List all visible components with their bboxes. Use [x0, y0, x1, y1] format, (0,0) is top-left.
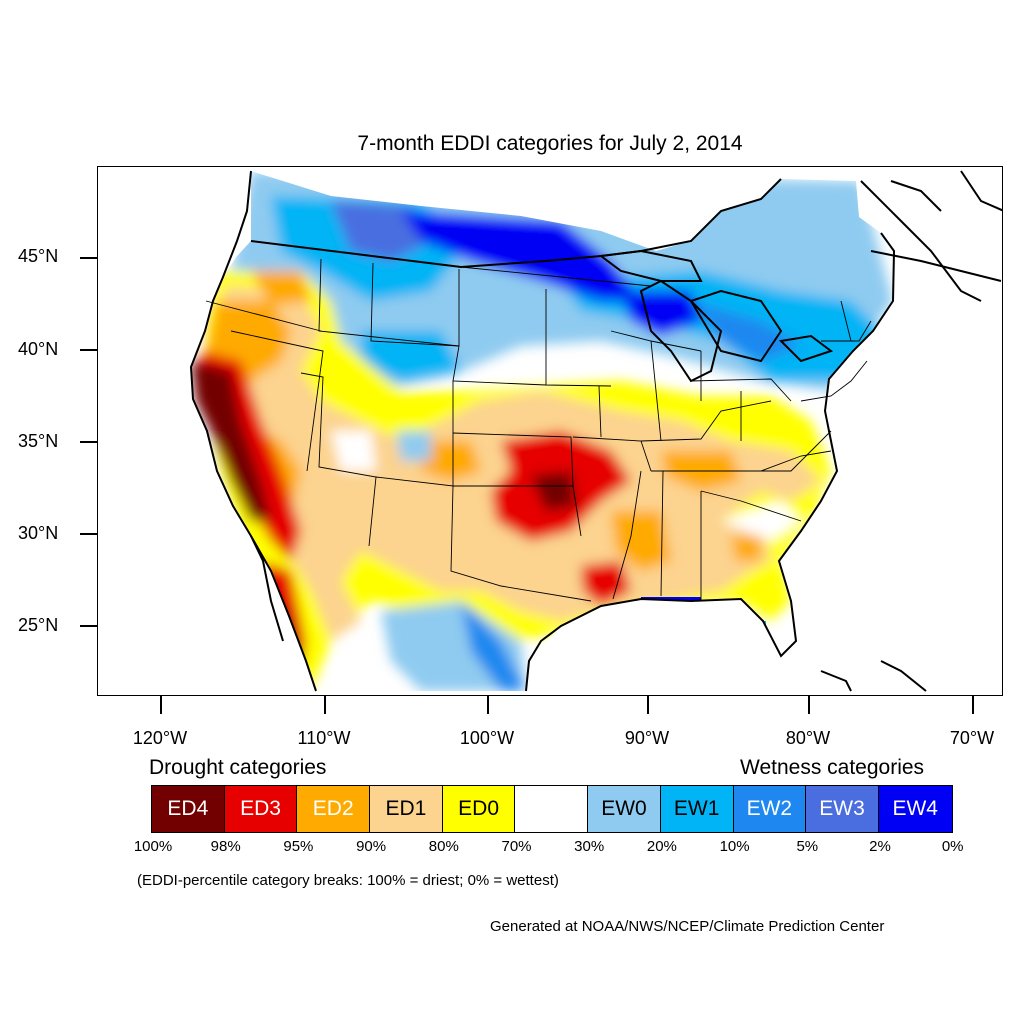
percent-break-label: 5%: [796, 838, 819, 855]
eddi-category-field: [191, 171, 893, 691]
lon-tick: [324, 696, 326, 714]
percent-break-label: 95%: [283, 838, 314, 855]
legend-swatch-ed2: ED2: [297, 786, 371, 832]
map-title: 7-month EDDI categories for July 2, 2014: [357, 132, 743, 155]
legend-swatch-ew2: EW2: [733, 786, 807, 832]
percent-break-label: 90%: [356, 838, 387, 855]
legend-swatch-ew4: EW4: [878, 786, 952, 832]
percent-break-label: 20%: [646, 838, 677, 855]
lat-label-25: 25°N: [18, 615, 59, 635]
legend-swatch-ed0: ED0: [442, 786, 516, 832]
category-breaks-note: (EDDI-percentile category breaks: 100% =…: [137, 872, 559, 889]
lon-label-90w: 90°W: [624, 728, 670, 748]
credit-line: Generated at NOAA/NWS/NCEP/Climate Predi…: [490, 918, 885, 935]
lon-tick: [160, 696, 162, 714]
category-legend: ED4 ED3 ED2 ED1 ED0 EW0 EW1 EW2 EW3 EW4: [151, 785, 953, 833]
drought-categories-heading: Drought categories: [149, 756, 327, 779]
lat-label-35: 35°N: [18, 431, 59, 451]
eddi-map: [97, 166, 1003, 696]
percent-break-label: 70%: [501, 838, 532, 855]
lat-label-45: 45°N: [18, 246, 59, 266]
eddi-map-canvas: [189, 170, 1002, 692]
lat-tick: [80, 625, 97, 627]
gulf-wet-pixels: [641, 597, 833, 651]
lat-label-40: 40°N: [18, 339, 59, 359]
lon-tick: [647, 696, 649, 714]
coastlines: [189, 170, 1002, 692]
lat-tick: [80, 257, 97, 259]
lon-tick: [487, 696, 489, 714]
percent-break-label: 98%: [210, 838, 241, 855]
percent-break-label: 10%: [719, 838, 750, 855]
lon-label-120w: 120°W: [132, 728, 188, 748]
percent-break-label: 2%: [869, 838, 891, 855]
wetness-categories-heading: Wetness categories: [740, 756, 925, 779]
legend-swatch-ed3: ED3: [224, 786, 298, 832]
lat-tick: [80, 441, 97, 443]
legend-swatch-ed1: ED1: [370, 786, 443, 832]
lon-label-110w: 110°W: [297, 728, 351, 748]
legend-swatch-ew1: EW1: [660, 786, 734, 832]
legend-swatch-neutral: [515, 786, 589, 832]
legend-swatch-ew3: EW3: [806, 786, 879, 832]
legend-swatch-ew0: EW0: [588, 786, 661, 832]
percent-break-label: 0%: [941, 838, 964, 855]
lon-label-80w: 80°W: [785, 728, 831, 748]
lat-tick: [80, 533, 97, 535]
percent-break-label: 30%: [574, 838, 605, 855]
lon-tick: [972, 696, 974, 714]
lon-label-70w: 70°W: [949, 728, 995, 748]
lon-label-100w: 100°W: [459, 728, 515, 748]
percent-break-label: 100%: [133, 838, 173, 855]
legend-swatch-ed4: ED4: [152, 786, 225, 832]
lat-label-30: 30°N: [18, 523, 59, 543]
lat-tick: [80, 349, 97, 351]
lon-tick: [808, 696, 810, 714]
percent-break-label: 80%: [428, 838, 459, 855]
